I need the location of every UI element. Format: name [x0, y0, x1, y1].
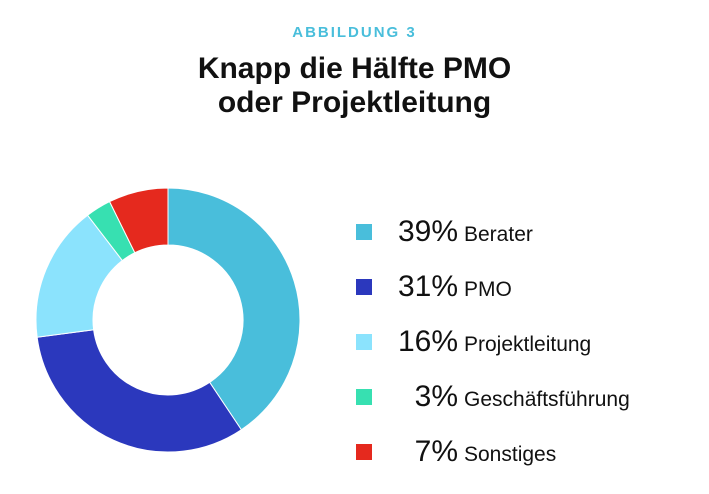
legend-item: 16% Projektleitung — [356, 314, 630, 369]
legend-percent: 16% — [397, 324, 458, 358]
title-line-2: oder Projektleitung — [217, 86, 492, 119]
donut-slice-berater — [167, 187, 301, 431]
legend-percent: 39% — [397, 214, 458, 248]
legend-item: 31% PMO — [356, 259, 630, 314]
donut-slice-sonstiges — [108, 187, 169, 254]
legend-swatch — [356, 388, 372, 405]
legend-swatch — [356, 223, 372, 240]
title-line-1: Knapp die Hälfte PMO — [197, 52, 512, 85]
legend-percent: 3% — [414, 379, 458, 413]
legend-label: Sonstiges — [464, 442, 557, 466]
legend-item: 7% Sonstiges — [356, 424, 630, 479]
legend-item: 39% Berater — [356, 204, 630, 259]
legend-label: Berater — [464, 222, 533, 246]
legend-percent: 7% — [414, 434, 458, 468]
legend-swatch — [356, 278, 372, 295]
legend-swatch — [356, 443, 372, 460]
legend-percent: 31% — [397, 269, 458, 303]
legend-label: Geschäftsführung — [464, 387, 630, 411]
legend-label: Projektleitung — [464, 332, 592, 356]
chart-title: Knapp die Hälfte PMO oder Projektleitung — [0, 52, 709, 120]
legend-label: PMO — [464, 277, 512, 301]
legend-item: 3% Geschäftsführung — [356, 369, 630, 424]
legend-swatch — [356, 333, 372, 350]
donut-slice-pmo — [36, 329, 243, 453]
figure-kicker: ABBILDUNG 3 — [292, 24, 417, 41]
legend: 39% Berater 31% PMO 16% Projektleitung 3% Ge… — [356, 204, 630, 479]
